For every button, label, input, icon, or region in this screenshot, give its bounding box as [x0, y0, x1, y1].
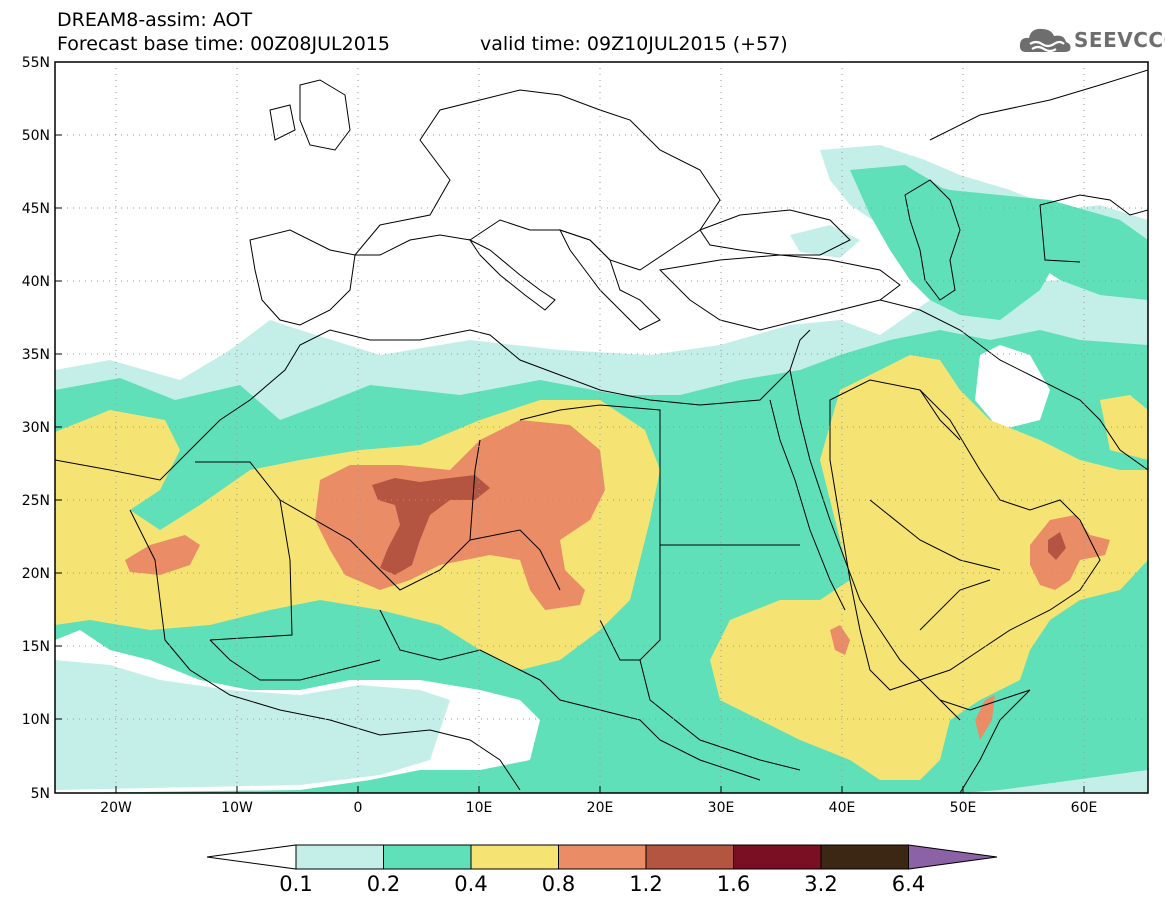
logo-text: SEEVCCC [1074, 28, 1165, 52]
latitude-labels: 55N 50N 45N 40N 35N 30N 25N 20N 15N 10N … [22, 55, 50, 802]
colorbar-label: 0.8 [542, 872, 575, 896]
colorbar-label: 1.6 [717, 872, 750, 896]
lon-label: 10E [466, 800, 493, 816]
lat-label: 25N [22, 493, 50, 509]
colorbar-low-arrow [206, 844, 297, 870]
lat-label: 35N [22, 347, 50, 363]
axis-ticks [55, 61, 1085, 793]
colorbar-label: 3.2 [804, 872, 837, 896]
colorbar-label: 1.2 [629, 872, 662, 896]
valid-time: valid time: 09Z10JUL2015 (+57) [480, 33, 788, 55]
colorbar-high-arrow [908, 844, 998, 870]
colorbar-swatch [558, 844, 647, 870]
lat-label: 55N [22, 55, 50, 71]
lat-label: 45N [22, 201, 50, 217]
lat-label: 50N [22, 128, 50, 144]
colorbar-label: 0.4 [454, 872, 487, 896]
lon-label: 20W [100, 800, 132, 816]
lon-label: 30E [708, 800, 735, 816]
lat-label: 40N [22, 274, 50, 290]
lon-label: 0 [354, 800, 363, 816]
lat-label: 5N [31, 786, 50, 802]
longitude-labels: 20W 10W 0 10E 20E 30E 40E 50E 60E [100, 800, 1097, 816]
lon-label: 10W [221, 800, 253, 816]
cloud-icon [1019, 28, 1071, 53]
colorbar-label: 0.1 [279, 872, 312, 896]
colorbar-swatch [733, 844, 822, 870]
forecast-base-time: Forecast base time: 00Z08JUL2015 [57, 33, 390, 55]
seevccc-logo: SEEVCCC [1018, 22, 1165, 58]
lat-label: 10N [22, 712, 50, 728]
colorbar-label: 0.2 [367, 872, 400, 896]
colorbar-swatch [295, 844, 384, 870]
lon-label: 20E [587, 800, 614, 816]
colorbar-swatch [470, 844, 559, 870]
aot-contour-0.1-south [55, 660, 450, 790]
lon-label: 50E [950, 800, 977, 816]
aot-field [55, 145, 1148, 793]
lon-label: 40E [829, 800, 856, 816]
colorbar-swatch [383, 844, 472, 870]
colorbar-label: 6.4 [892, 872, 925, 896]
lon-label: 60E [1071, 800, 1098, 816]
lat-label: 15N [22, 639, 50, 655]
grid-lines [55, 62, 1148, 793]
colorbar-swatch [820, 844, 909, 870]
map-title: DREAM8-assim: AOT [57, 9, 253, 31]
aot-contour-1.2 [372, 475, 1066, 575]
colorbar-swatch [645, 844, 734, 870]
lat-label: 20N [22, 566, 50, 582]
colorbar: 0.1 0.2 0.4 0.8 1.2 1.6 3.2 6.4 [206, 844, 998, 896]
country-borders [55, 69, 1148, 793]
lat-label: 30N [22, 420, 50, 436]
